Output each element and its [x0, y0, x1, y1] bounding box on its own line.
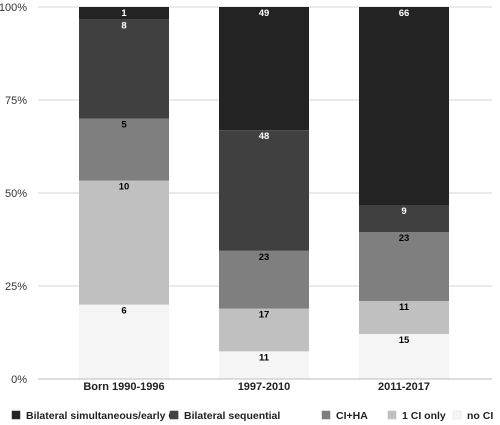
data-label: 11 — [399, 302, 410, 313]
bar-segment — [79, 180, 169, 305]
y-tick-label-4: 100% — [0, 2, 27, 14]
legend-swatch-0 — [11, 410, 21, 420]
bar-segment — [359, 7, 449, 205]
y-tick-label-2: 50% — [5, 188, 27, 200]
bar-segment — [219, 351, 309, 379]
legend-label-2: CI+HA — [336, 410, 368, 422]
data-label: 66 — [399, 8, 410, 19]
bar-segment — [359, 334, 449, 379]
y-tick-label-3: 75% — [5, 95, 27, 107]
y-tick-label-1: 25% — [5, 281, 27, 293]
bar-segment — [359, 205, 449, 232]
bar-segment — [79, 7, 169, 20]
data-label: 15 — [399, 335, 410, 346]
data-label: 17 — [259, 310, 270, 321]
data-label: 48 — [259, 131, 270, 142]
data-label: 1 — [121, 8, 127, 19]
data-label: 8 — [121, 20, 126, 31]
legend-swatch-3 — [387, 410, 397, 420]
data-label: 9 — [401, 206, 406, 217]
data-label: 23 — [399, 233, 410, 244]
legend-label-0: Bilateral simultaneous/early CI — [26, 410, 179, 422]
bar-segment — [79, 118, 169, 181]
legend-label-4: no CI — [467, 410, 493, 422]
legend-swatch-2 — [321, 410, 331, 420]
bar-segment — [219, 130, 309, 251]
x-tick-label-0: Born 1990-1996 — [83, 381, 164, 393]
bar-segment — [219, 308, 309, 352]
data-label: 49 — [259, 8, 270, 19]
legend-swatch-4 — [452, 410, 462, 420]
data-label: 11 — [259, 352, 270, 363]
legend-label-1: Bilateral sequential — [184, 410, 280, 422]
data-label: 5 — [121, 120, 127, 131]
legend-swatch-1 — [169, 410, 179, 420]
data-label: 10 — [119, 182, 130, 193]
data-label: 6 — [121, 306, 126, 317]
x-tick-label-1: 1997-2010 — [238, 381, 291, 393]
bar-segment — [219, 250, 309, 309]
bar-segment — [359, 232, 449, 301]
x-tick-label-2: 2011-2017 — [378, 381, 430, 393]
bar-segment — [219, 7, 309, 131]
y-tick-label-0: 0% — [11, 374, 27, 386]
bar-segment — [79, 304, 169, 379]
bar-segment — [359, 301, 449, 334]
data-label: 23 — [259, 252, 270, 263]
legend-label-3: 1 CI only — [402, 410, 446, 422]
bar-segment — [79, 19, 169, 119]
